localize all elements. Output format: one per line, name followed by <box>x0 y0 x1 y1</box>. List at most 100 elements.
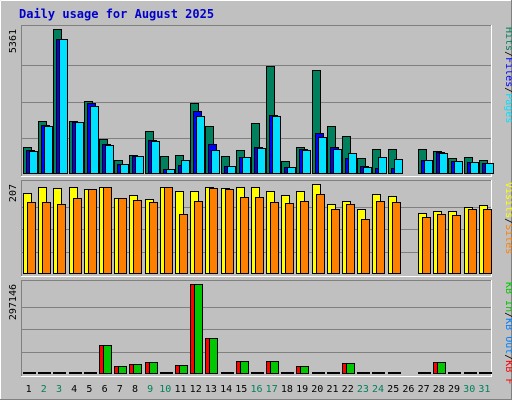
bar-sites-day-15 <box>240 197 249 274</box>
bar-sites-day-28 <box>437 214 446 274</box>
bar-kb-in-day-14 <box>225 372 234 374</box>
bar-kb-in-day-16 <box>255 372 264 374</box>
legend-item-pages: Pages <box>503 93 512 123</box>
day-label-15: 15 <box>235 384 247 395</box>
bar-pages-day-28 <box>439 153 448 174</box>
panel-legend: KB In/KB Out/KB F <box>503 282 512 384</box>
day-label-23: 23 <box>357 384 369 395</box>
day-label-3: 3 <box>56 384 62 395</box>
bar-kb-in-day-13 <box>209 338 218 374</box>
bar-kb-in-day-28 <box>437 362 446 374</box>
day-label-29: 29 <box>448 384 460 395</box>
day-label-18: 18 <box>281 384 293 395</box>
bar-sites-day-8 <box>133 200 142 274</box>
bar-kb-in-day-29 <box>452 372 461 374</box>
bar-kb-in-day-5 <box>88 372 97 374</box>
legend-separator: / <box>503 51 512 57</box>
bar-pages-day-8 <box>135 156 144 174</box>
bar-pages-day-20 <box>318 137 327 174</box>
day-label-5: 5 <box>86 384 92 395</box>
bar-pages-day-14 <box>227 166 236 174</box>
legend-item-files: Files <box>503 57 512 87</box>
bar-kb-in-day-2 <box>42 372 51 374</box>
bar-sites-day-20 <box>316 194 325 274</box>
bar-sites-day-1 <box>27 202 36 274</box>
legend-separator: / <box>503 312 512 318</box>
bar-sites-day-18 <box>285 203 294 274</box>
bar-sites-day-27 <box>422 217 431 274</box>
day-label-16: 16 <box>250 384 262 395</box>
bar-pages-day-19 <box>302 150 311 174</box>
day-label-21: 21 <box>326 384 338 395</box>
chart-title: Daily usage for August 2025 <box>19 7 214 21</box>
bar-sites-day-9 <box>149 202 158 274</box>
bar-kb-in-day-23 <box>361 372 370 374</box>
bar-pages-day-17 <box>272 116 281 174</box>
bar-kb-in-day-27 <box>422 372 431 374</box>
bar-pages-day-29 <box>454 161 463 174</box>
day-label-1: 1 <box>26 384 32 395</box>
bar-pages-day-31 <box>485 163 494 174</box>
bar-kb-in-day-22 <box>346 363 355 374</box>
bar-pages-day-3 <box>59 39 68 174</box>
bar-kb-in-day-17 <box>270 361 279 374</box>
bar-kb-in-day-21 <box>331 372 340 374</box>
bar-pages-day-25 <box>394 159 403 174</box>
panel-max-label: 207 <box>8 184 19 202</box>
day-label-28: 28 <box>433 384 445 395</box>
bar-kb-in-day-31 <box>483 372 492 374</box>
bar-sites-day-13 <box>209 188 218 274</box>
bar-sites-day-11 <box>179 214 188 274</box>
day-label-6: 6 <box>102 384 108 395</box>
bar-kb-in-day-3 <box>57 372 66 374</box>
bar-kb-in-day-20 <box>316 372 325 374</box>
bar-kb-in-day-1 <box>27 372 36 374</box>
bar-kb-in-day-7 <box>118 366 127 374</box>
bar-kb-in-day-11 <box>179 365 188 374</box>
day-label-10: 10 <box>159 384 171 395</box>
bar-pages-day-24 <box>378 157 387 174</box>
bar-sites-day-10 <box>164 187 173 274</box>
legend-item-kb-in: KB In <box>503 282 512 312</box>
panel-area <box>21 280 492 377</box>
bar-pages-day-11 <box>181 160 190 174</box>
bar-sites-day-2 <box>42 202 51 274</box>
bar-sites-day-6 <box>103 187 112 274</box>
bar-pages-day-16 <box>257 148 266 174</box>
bar-pages-day-22 <box>348 153 357 174</box>
panel-visits-sites: 207 Visits/Sites <box>8 180 512 277</box>
legend-item-kb-f: KB F <box>503 360 512 384</box>
bar-sites-day-17 <box>270 202 279 274</box>
day-label-26: 26 <box>402 384 414 395</box>
day-label-31: 31 <box>478 384 490 395</box>
bar-kb-in-day-15 <box>240 361 249 374</box>
bar-kb-in-day-8 <box>133 364 142 374</box>
bar-sites-day-19 <box>300 201 309 274</box>
legend-separator: / <box>503 218 512 224</box>
bar-kb-in-day-4 <box>73 372 82 374</box>
day-label-24: 24 <box>372 384 384 395</box>
legend-item-kb-out: KB Out <box>503 318 512 354</box>
bar-pages-day-5 <box>90 106 99 174</box>
day-label-25: 25 <box>387 384 399 395</box>
bar-kb-in-day-19 <box>300 366 309 374</box>
bar-pages-day-27 <box>424 160 433 174</box>
legend-separator: / <box>503 87 512 93</box>
panel-legend: Visits/Sites <box>503 182 512 254</box>
bar-sites-day-31 <box>483 209 492 274</box>
bar-sites-day-25 <box>392 202 401 274</box>
bar-kb-in-day-25 <box>392 372 401 374</box>
day-label-2: 2 <box>41 384 47 395</box>
bar-sites-day-3 <box>57 204 66 274</box>
bar-sites-day-12 <box>194 201 203 274</box>
day-label-13: 13 <box>205 384 217 395</box>
bar-pages-day-9 <box>151 141 160 174</box>
day-label-17: 17 <box>266 384 278 395</box>
bar-sites-day-22 <box>346 204 355 274</box>
bar-sites-day-21 <box>331 209 340 274</box>
bar-sites-day-29 <box>452 215 461 274</box>
legend-item-visits: Visits <box>503 182 512 218</box>
